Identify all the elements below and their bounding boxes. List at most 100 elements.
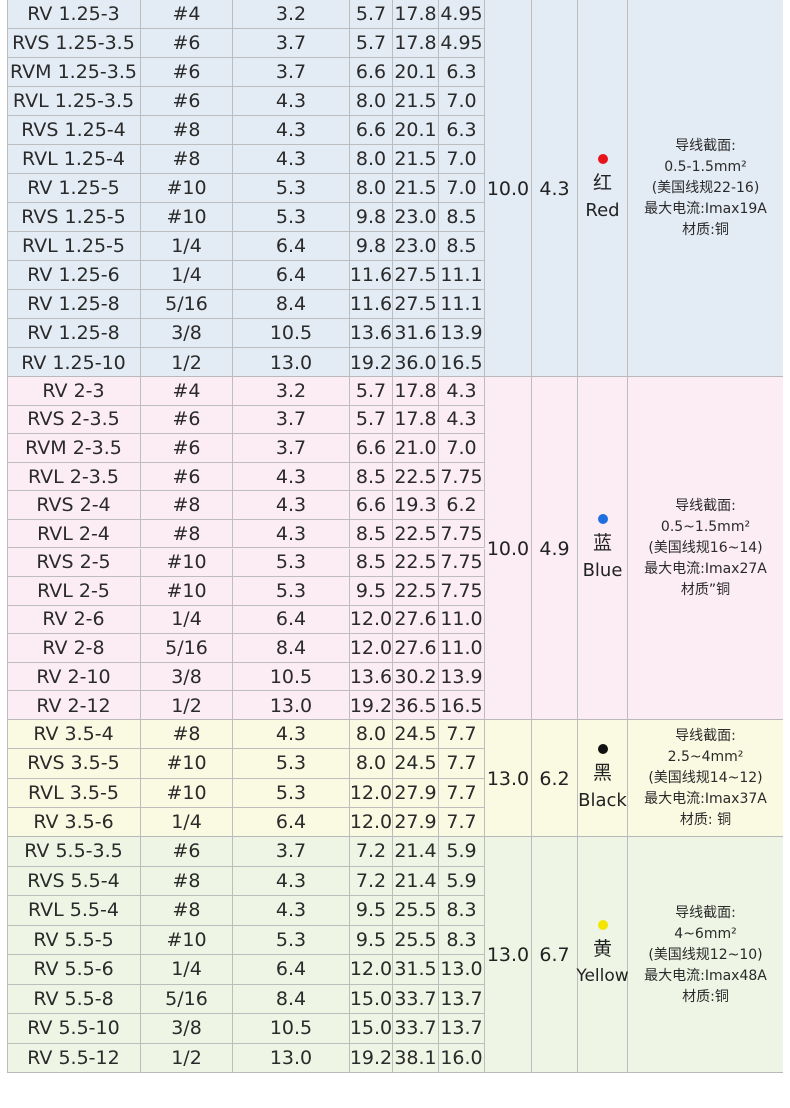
stud-size-cell: #4 [141,377,233,405]
barrel-length-cell: 7.75 [439,462,485,491]
barrel-length-cell: 7.7 [439,720,485,749]
length-cell: 33.7 [393,1014,439,1043]
color-name-cn: 蓝 [592,531,612,554]
model-cell: RV 1.25-8 [7,319,141,347]
width-cell: 6.6 [350,491,393,519]
stud-size-cell: #6 [141,837,233,866]
length-cell: 21.4 [393,837,439,866]
length-cell: 27.9 [393,778,439,807]
width-cell: 9.5 [350,577,393,605]
model-cell: RV 3.5-6 [7,807,141,837]
model-cell: RVL 1.25-4 [7,145,141,173]
barrel-length-cell: 4.3 [439,377,485,405]
hole-dia-cell: 3.2 [233,0,350,28]
width-cell: 8.5 [350,519,393,548]
barrel-length-cell: 7.0 [439,434,485,462]
table-row: RVS 5.5-4 #8 4.3 7.2 21.4 5.9 [7,866,485,896]
wire-spec-line: 最大电流:Imax48A [644,967,767,984]
barrel-length-cell: 8.3 [439,925,485,954]
wire-spec-line: 导线截面: [675,904,736,921]
width-cell: 15.0 [350,1014,393,1043]
color-name-en: Blue [582,559,623,581]
table-row: RVM 2-3.5 #6 3.7 6.6 21.0 7.0 [7,434,485,463]
barrel-length-cell: 4.95 [439,29,485,57]
width-cell: 19.2 [350,1043,393,1073]
hole-dia-cell: 13.0 [233,348,350,377]
table-row: RVS 1.25-3.5 #6 3.7 5.7 17.8 4.95 [7,29,485,58]
table-row: RV 2-12 1/2 13.0 19.2 36.5 16.5 [7,691,485,720]
width-cell: 5.7 [350,29,393,57]
model-cell: RV 2-12 [7,691,141,720]
table-row: RVS 2-4 #8 4.3 6.6 19.3 6.2 [7,491,485,520]
table-row: RVS 2-5 #10 5.3 8.5 22.5 7.75 [7,548,485,578]
length-cell: 27.9 [393,807,439,837]
hole-dia-cell: 3.7 [233,58,350,86]
barrel-length-cell: 7.7 [439,749,485,778]
length-cell: 31.5 [393,955,439,984]
length-cell: 22.5 [393,577,439,605]
barrel-length-cell: 13.9 [439,319,485,347]
model-cell: RV 5.5-8 [7,984,141,1013]
table-row: RV 5.5-6 1/4 6.4 12.0 31.5 13.0 [7,955,485,985]
hole-dia-cell: 13.0 [233,691,350,720]
insulation-dia-cell: 4.3 [532,0,578,377]
width-cell: 8.0 [350,720,393,749]
barrel-length-cell: 6.2 [439,491,485,519]
stud-size-cell: #10 [141,577,233,605]
barrel-length-cell: 11.0 [439,605,485,634]
color-cell: 黑 Black [578,720,628,837]
stud-size-cell: 5/16 [141,290,233,318]
length-cell: 25.5 [393,896,439,925]
table-row: RVL 1.25-4 #8 4.3 8.0 21.5 7.0 [7,145,485,174]
length-cell: 21.5 [393,87,439,115]
model-cell: RV 2-8 [7,634,141,662]
color-cell: 蓝 Blue [578,377,628,720]
width-cell: 5.7 [350,377,393,405]
barrel-length-cell: 7.75 [439,519,485,548]
table-row: RV 1.25-5 #10 5.3 8.0 21.5 7.0 [7,174,485,203]
length-cell: 36.0 [393,348,439,377]
model-cell: RV 1.25-5 [7,174,141,202]
color-dot-icon [597,743,608,754]
wire-spec-cell: 导线截面: 4~6mm² (美国线规12~10) 最大电流:Imax48A 材质:铜 [628,837,783,1073]
width-cell: 12.0 [350,955,393,984]
table-row: RVL 2-3.5 #6 4.3 8.5 22.5 7.75 [7,462,485,492]
barrel-length-cell: 5.9 [439,866,485,895]
hole-dia-cell: 4.3 [233,519,350,548]
table-row: RVS 1.25-4 #8 4.3 6.6 20.1 6.3 [7,116,485,145]
length-cell: 27.6 [393,605,439,634]
color-name-en: Yellow [576,966,629,986]
width-cell: 8.0 [350,174,393,202]
width-cell: 5.7 [350,0,393,28]
color-cell: 黄 Yellow [576,837,629,1073]
barrel-length-cell: 11.1 [439,290,485,318]
hole-dia-cell: 8.4 [233,634,350,662]
length-cell: 22.5 [393,519,439,548]
stud-size-cell: 5/16 [141,634,233,662]
model-cell: RV 2-10 [7,662,141,691]
stud-size-cell: 3/8 [141,662,233,691]
model-cell: RVS 5.5-4 [7,866,141,895]
width-cell: 9.5 [350,925,393,954]
wire-spec-cell: 导线截面: 0.5-1.5mm² (美国线规22-16) 最大电流:Imax19A 材质… [628,0,783,377]
model-cell: RVL 5.5-4 [7,896,141,925]
length-cell: 21.0 [393,434,439,462]
hole-dia-cell: 3.7 [233,434,350,462]
table-row: RV 2-8 5/16 8.4 12.0 27.6 11.0 [7,634,485,663]
color-dot-icon [597,920,608,930]
barrel-length-cell: 4.3 [439,405,485,434]
stud-size-cell: #6 [141,434,233,462]
model-cell: RV 1.25-3 [7,0,141,28]
hole-dia-cell: 10.5 [233,1014,350,1043]
length-cell: 21.5 [393,145,439,173]
length-cell: 23.0 [393,232,439,260]
hole-dia-cell: 4.3 [233,866,350,895]
stud-size-cell: 1/4 [141,955,233,984]
hole-dia-cell: 4.3 [233,462,350,491]
wire-spec-line: 2.5~4mm² [667,749,744,765]
width-cell: 8.0 [350,749,393,778]
hole-dia-cell: 5.3 [233,577,350,605]
hole-dia-cell: 8.4 [233,984,350,1013]
length-cell: 22.5 [393,548,439,577]
barrel-length-cell: 16.0 [439,1043,485,1073]
